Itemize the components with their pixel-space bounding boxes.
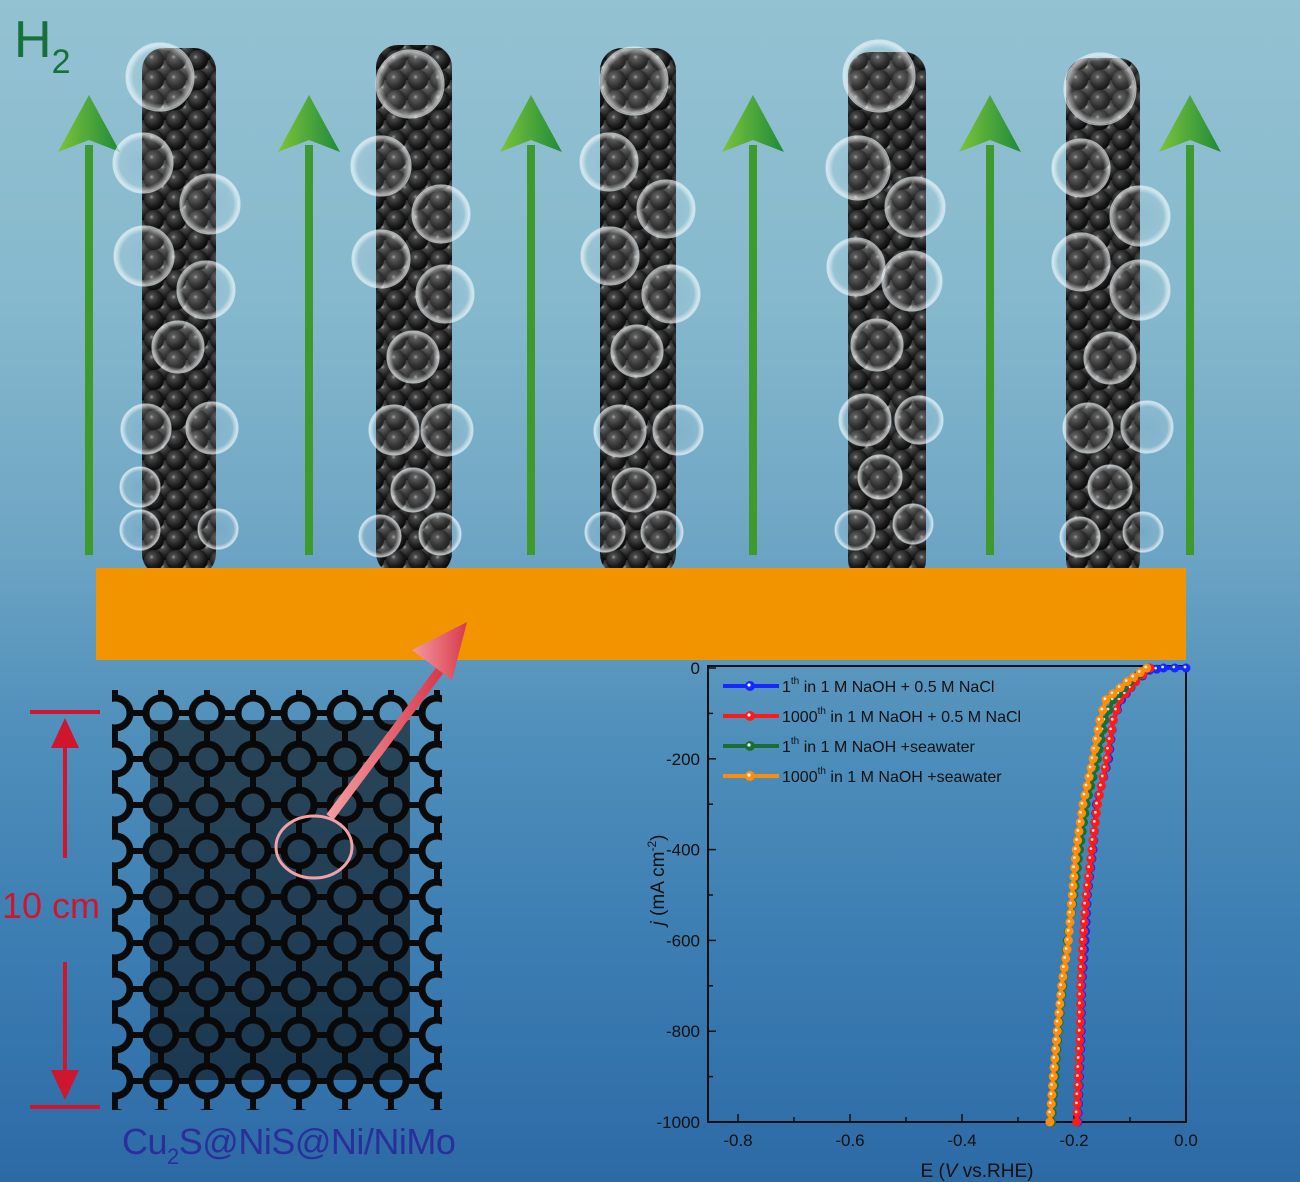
substrate-bar — [96, 568, 1186, 660]
hydrogen-label: H2 — [14, 11, 71, 81]
x-axis-label: E (V vs.RHE) — [921, 1161, 1034, 1182]
porous-foam-block — [112, 690, 442, 1110]
y-tick-label: -400 — [666, 841, 700, 860]
legend-item: 1000th in 1 M NaOH +seawater — [723, 766, 1002, 786]
svg-text:1th in 1 M NaOH +seawater: 1th in 1 M NaOH +seawater — [782, 736, 976, 756]
series-1 — [1072, 663, 1155, 1127]
pointer-arrow-icon — [326, 622, 467, 820]
y-tick-label: -600 — [666, 931, 700, 950]
up-arrow-icon — [278, 95, 340, 555]
magnify-circle — [274, 814, 354, 880]
up-arrow-icon — [722, 95, 784, 555]
legend-item: 1000th in 1 M NaOH + 0.5 M NaCl — [723, 706, 1021, 726]
series-3 — [1045, 663, 1152, 1127]
legend-item: 1th in 1 M NaOH + 0.5 M NaCl — [723, 676, 994, 696]
chart-axis-labels: E (V vs.RHE) j (mA cm-2) — [645, 835, 1033, 1182]
chart-legend: 1th in 1 M NaOH + 0.5 M NaCl 1000th in 1 … — [723, 676, 1021, 786]
y-axis-label: j (mA cm-2) — [645, 835, 669, 929]
y-tick-label: -1000 — [657, 1113, 700, 1132]
up-arrow-icon — [959, 95, 1021, 555]
hydrogen-bubbles — [112, 39, 1174, 558]
scale-label: 10 cm — [2, 885, 101, 926]
scale-bar — [30, 710, 100, 1109]
chart-axes: -0.8 -0.6 -0.4 -0.2 0.0 0 -200 -400 -600 -800 -100… — [657, 659, 1198, 1150]
svg-text:1th in 1 M NaOH + 0.5 M NaCl: 1th in 1 M NaOH + 0.5 M NaCl — [782, 676, 994, 696]
x-tick-label: 0.0 — [1174, 1131, 1198, 1150]
legend-item: 1th in 1 M NaOH +seawater — [723, 736, 976, 756]
up-arrow-icon — [58, 95, 120, 555]
up-arrow-icon — [1159, 95, 1221, 555]
x-tick-label: -0.6 — [835, 1131, 864, 1150]
gas-flow-arrows — [58, 95, 1221, 555]
y-tick-label: -200 — [666, 750, 700, 769]
svg-text:1000th in 1 M NaOH + 0.5 M NaC: 1000th in 1 M NaOH + 0.5 M NaCl — [782, 706, 1021, 726]
y-tick-label: 0 — [691, 659, 700, 678]
material-label: Cu2S@NiS@Ni/NiMo — [122, 1121, 456, 1169]
x-tick-label: -0.8 — [723, 1131, 752, 1150]
chart-series — [1045, 663, 1191, 1127]
x-tick-label: -0.4 — [947, 1131, 976, 1150]
y-tick-label: -800 — [666, 1022, 700, 1041]
series-0 — [1073, 663, 1191, 1127]
x-tick-label: -0.2 — [1059, 1131, 1088, 1150]
svg-text:1000th in 1 M NaOH +seawater: 1000th in 1 M NaOH +seawater — [782, 766, 1002, 786]
up-arrow-icon — [500, 95, 562, 555]
